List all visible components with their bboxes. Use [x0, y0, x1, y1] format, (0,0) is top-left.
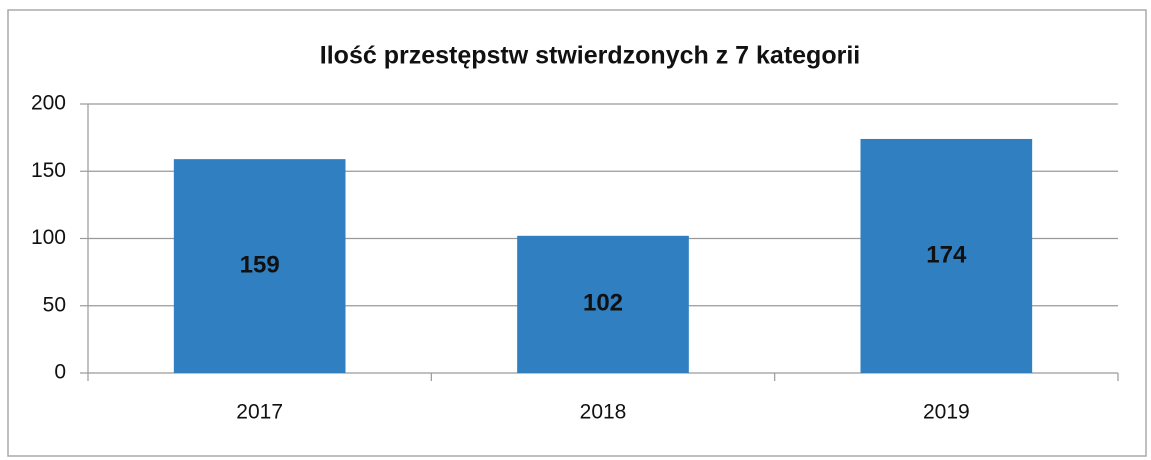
bar	[860, 138, 1033, 373]
chart-title: Ilość przestępstw stwierdzonych z 7 kate…	[320, 42, 860, 70]
bar	[173, 159, 346, 373]
y-tick-label: 150	[31, 159, 66, 182]
bar	[517, 235, 689, 373]
data-label: 159	[240, 251, 280, 278]
data-label: 174	[926, 241, 967, 268]
x-tick-label: 2017	[236, 401, 283, 424]
y-tick-label: 100	[31, 226, 66, 249]
y-tick-label: 0	[54, 361, 66, 384]
x-tick-label: 2018	[580, 401, 627, 424]
data-label: 102	[583, 290, 623, 317]
x-tick-label: 2019	[923, 401, 970, 424]
y-tick-label: 50	[43, 293, 66, 316]
y-tick-label: 200	[31, 92, 66, 115]
